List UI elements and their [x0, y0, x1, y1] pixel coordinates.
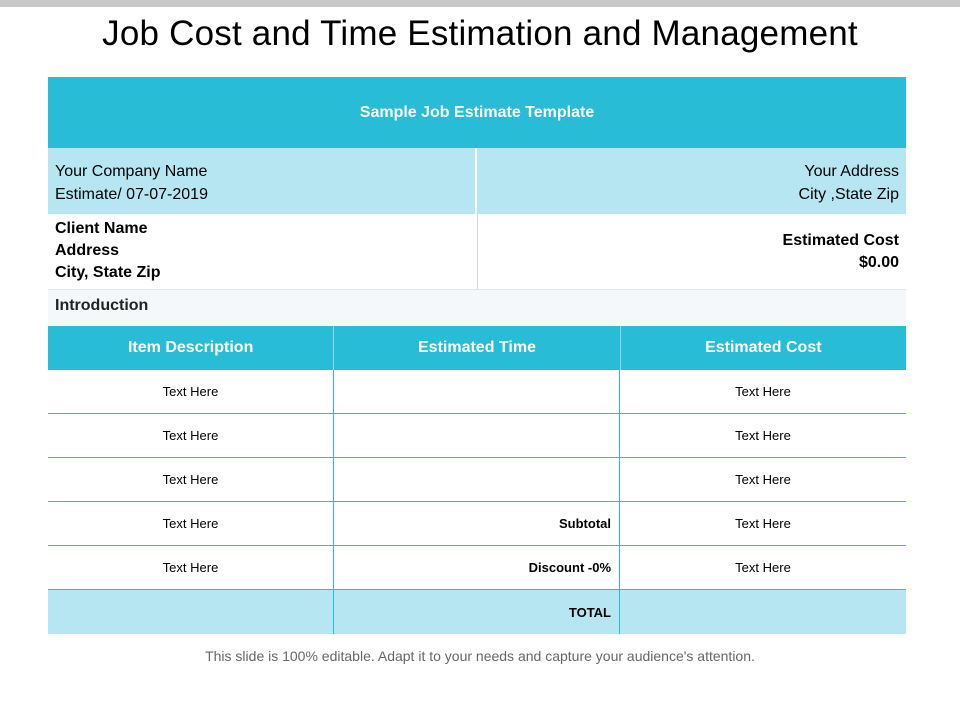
- cost-cell: Text Here: [735, 384, 791, 399]
- table-row: Text Here Text Here: [48, 458, 906, 502]
- column-header-item: Item Description: [48, 326, 335, 370]
- cost-cell: Text Here: [735, 428, 791, 443]
- table-row: Text Here Text Here: [48, 370, 906, 414]
- page-title: Job Cost and Time Estimation and Managem…: [102, 14, 858, 53]
- item-cell: Text Here: [48, 502, 334, 545]
- total-label: TOTAL: [334, 590, 620, 634]
- column-header-time: Estimated Time: [334, 326, 621, 370]
- column-header-cost: Estimated Cost: [705, 339, 822, 356]
- table-row: Text Here Text Here: [48, 414, 906, 458]
- company-block: Your Company Name Estimate/ 07-07-2019: [48, 148, 477, 214]
- top-bar: [0, 0, 960, 7]
- cost-cell: Text Here: [735, 560, 791, 575]
- item-cell: Text Here: [48, 546, 334, 589]
- template-title: Sample Job Estimate Template: [359, 103, 595, 121]
- estimated-cost-label: Estimated Cost: [782, 232, 899, 249]
- table-header: Item Description Estimated Time Estimate…: [48, 326, 906, 370]
- item-cell: Text Here: [48, 414, 334, 457]
- item-cell: Text Here: [48, 458, 334, 501]
- template-header: Sample Job Estimate Template: [48, 77, 906, 148]
- company-name: Your Company Name: [55, 163, 208, 180]
- item-cell: Text Here: [48, 370, 334, 413]
- subtotal-label: Subtotal: [334, 502, 620, 545]
- cost-cell: Text Here: [735, 472, 791, 487]
- client-row: Client Name Address City, State Zip Esti…: [48, 214, 906, 290]
- client-city: City, State Zip: [55, 264, 161, 281]
- table-row: Text Here Subtotal Text Here: [48, 502, 906, 546]
- company-info-row: Your Company Name Estimate/ 07-07-2019 Y…: [48, 148, 906, 214]
- estimate-table: Text Here Text Here Text Here Text Here …: [48, 370, 906, 634]
- introduction-label: Introduction: [55, 297, 149, 314]
- discount-label: Discount -0%: [334, 546, 620, 589]
- estimate-date: Estimate/ 07-07-2019: [55, 186, 208, 203]
- time-cell: [334, 370, 620, 413]
- total-row: TOTAL: [48, 590, 906, 634]
- introduction-row: Introduction: [48, 290, 906, 326]
- cost-cell: Text Here: [735, 516, 791, 531]
- time-cell: [334, 458, 620, 501]
- estimated-cost-block: Estimated Cost $0.00: [478, 214, 906, 289]
- address-block: Your Address City ,State Zip: [477, 148, 906, 214]
- estimated-cost-value: $0.00: [858, 254, 899, 271]
- address-line2: City ,State Zip: [798, 186, 899, 203]
- client-block: Client Name Address City, State Zip: [48, 214, 478, 289]
- table-row: Text Here Discount -0% Text Here: [48, 546, 906, 590]
- item-cell: [48, 590, 334, 634]
- address-line1: Your Address: [804, 163, 899, 180]
- client-address: Address: [55, 242, 120, 259]
- time-cell: [334, 414, 620, 457]
- footer-note: This slide is 100% editable. Adapt it to…: [205, 648, 755, 664]
- client-name: Client Name: [55, 220, 148, 237]
- cost-cell: [620, 590, 906, 634]
